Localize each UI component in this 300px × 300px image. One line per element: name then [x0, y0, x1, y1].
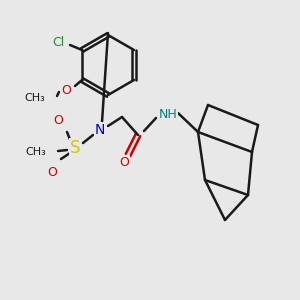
Text: O: O — [119, 155, 129, 169]
Text: CH₃: CH₃ — [25, 147, 46, 157]
Text: O: O — [47, 166, 57, 178]
Text: NH: NH — [159, 109, 177, 122]
Text: Cl: Cl — [52, 35, 64, 49]
Text: S: S — [70, 139, 80, 157]
Text: CH₃: CH₃ — [24, 93, 45, 103]
Text: N: N — [95, 123, 105, 137]
Text: O: O — [61, 83, 71, 97]
Text: O: O — [53, 115, 63, 128]
